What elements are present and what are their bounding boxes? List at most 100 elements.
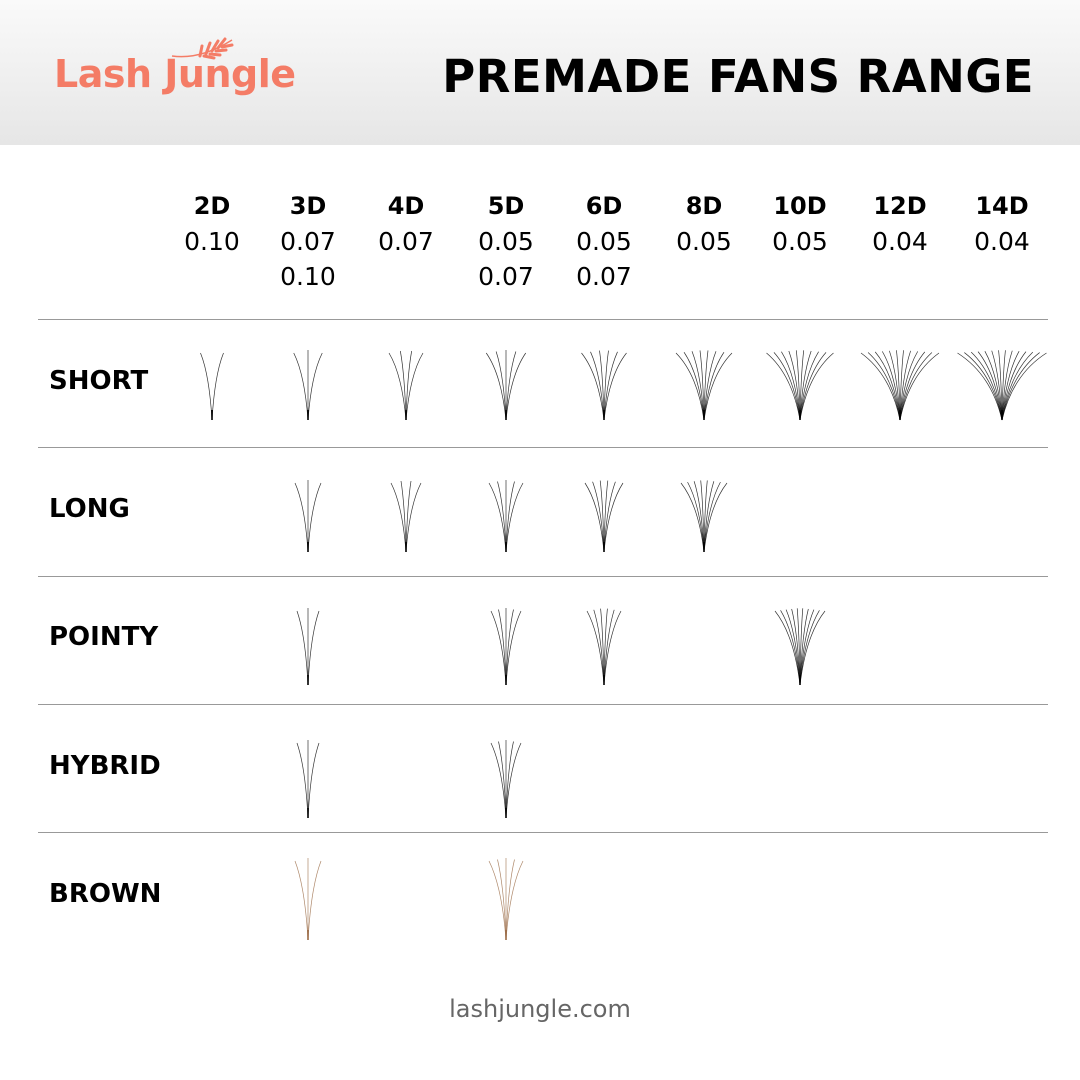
fan-long-6d (584, 480, 624, 553)
lash-fiber (200, 352, 213, 421)
column-header-5d: 5D 0.05 0.07 (456, 192, 556, 294)
thickness-value: 0.05 (478, 227, 534, 256)
thickness-value: 0.07 (478, 262, 534, 291)
column-header-6d: 6D 0.05 0.07 (554, 192, 654, 294)
column-header-2d: 2D 0.10 (162, 192, 262, 259)
column-label: 5D (487, 192, 525, 220)
column-header-4d: 4D 0.07 (356, 192, 456, 259)
fan-long-8d (680, 480, 728, 553)
lash-fiber (675, 352, 705, 421)
lash-fiber (799, 352, 834, 421)
fan-long-3d (294, 480, 322, 553)
lash-fiber (505, 482, 524, 553)
lash-fiber (766, 352, 801, 421)
fan-short-8d (675, 350, 733, 421)
row-label-brown: BROWN (49, 879, 162, 909)
row-label-hybrid: HYBRID (49, 751, 161, 781)
thickness-value: 0.05 (676, 227, 732, 256)
fan-short-3d (293, 350, 323, 421)
divider (38, 447, 1048, 448)
lash-fiber (957, 352, 1003, 421)
lash-fiber (505, 860, 524, 941)
lash-fiber (584, 482, 605, 553)
lash-fiber (307, 352, 323, 421)
lash-fiber (773, 352, 801, 421)
page-title: PREMADE FANS RANGE (442, 50, 1034, 103)
fan-pointy-3d (296, 608, 320, 686)
lash-fiber (307, 860, 322, 941)
column-header-3d: 3D 0.07 0.10 (258, 192, 358, 294)
thickness-value: 0.07 (378, 227, 434, 256)
fan-brown-5d (488, 858, 524, 941)
lash-fiber (294, 482, 309, 553)
thickness-value: 0.10 (280, 262, 336, 291)
lash-fiber (703, 482, 728, 553)
lash-fiber (984, 350, 1003, 421)
thickness-value: 0.10 (184, 227, 240, 256)
column-label: 10D (773, 192, 827, 220)
fan-short-6d (581, 350, 627, 421)
lash-fiber (296, 742, 309, 819)
fan-short-5d (485, 350, 527, 421)
lash-fiber (970, 351, 1003, 421)
fan-pointy-5d (490, 608, 522, 686)
row-label-short: SHORT (49, 366, 149, 396)
lash-fiber (1001, 352, 1047, 421)
lash-fiber (293, 352, 309, 421)
lash-fiber (603, 352, 627, 421)
fan-short-10d (766, 350, 834, 421)
column-label: 4D (387, 192, 425, 220)
lash-fiber (581, 352, 605, 421)
lash-fiber (799, 610, 826, 686)
lash-fiber (390, 482, 407, 553)
column-header-12d: 12D 0.04 (850, 192, 950, 259)
lash-fiber (294, 860, 309, 941)
leaf-icon (171, 37, 234, 60)
lash-fiber (505, 352, 527, 421)
lash-fiber (307, 610, 320, 686)
lash-fiber (867, 352, 901, 421)
fan-short-12d (860, 350, 940, 421)
lash-fiber (603, 482, 624, 553)
column-header-10d: 10D 0.05 (750, 192, 850, 259)
lash-fiber (781, 351, 801, 421)
fan-long-5d (488, 480, 524, 553)
fan-hybrid-3d (296, 740, 320, 819)
thickness-value: 0.07 (576, 262, 632, 291)
divider (38, 576, 1048, 577)
lash-fiber (405, 482, 422, 553)
thickness-value: 0.04 (872, 227, 928, 256)
lash-fiber (603, 610, 622, 686)
fan-pointy-10d (774, 608, 826, 686)
lash-fiber (211, 352, 224, 421)
divider (38, 704, 1048, 705)
fan-long-4d (390, 480, 422, 553)
lash-fiber (505, 859, 515, 941)
lash-fiber (405, 352, 424, 421)
lash-fiber (485, 352, 507, 421)
thickness-value: 0.05 (576, 227, 632, 256)
fan-pointy-6d (586, 608, 622, 686)
fan-short-4d (388, 350, 424, 421)
lash-fiber (703, 352, 733, 421)
lash-fiber (307, 482, 322, 553)
lash-fiber (388, 352, 407, 421)
row-label-long: LONG (49, 494, 130, 524)
column-label: 12D (873, 192, 927, 220)
divider (38, 319, 1048, 320)
fan-short-14d (957, 350, 1047, 421)
thickness-value: 0.05 (772, 227, 828, 256)
column-label: 2D (193, 192, 231, 220)
lash-fiber (307, 742, 320, 819)
lash-fiber (964, 352, 1003, 421)
lash-fiber (497, 859, 507, 941)
brand-logo: Lash Jungle (54, 52, 296, 96)
lash-fiber (488, 860, 507, 941)
lash-fiber (586, 610, 605, 686)
header: Lash Jungle PREMADE FANS RANGE (0, 0, 1080, 145)
lash-fiber (683, 351, 705, 421)
column-header-14d: 14D 0.04 (952, 192, 1052, 259)
divider (38, 832, 1048, 833)
column-label: 8D (685, 192, 723, 220)
